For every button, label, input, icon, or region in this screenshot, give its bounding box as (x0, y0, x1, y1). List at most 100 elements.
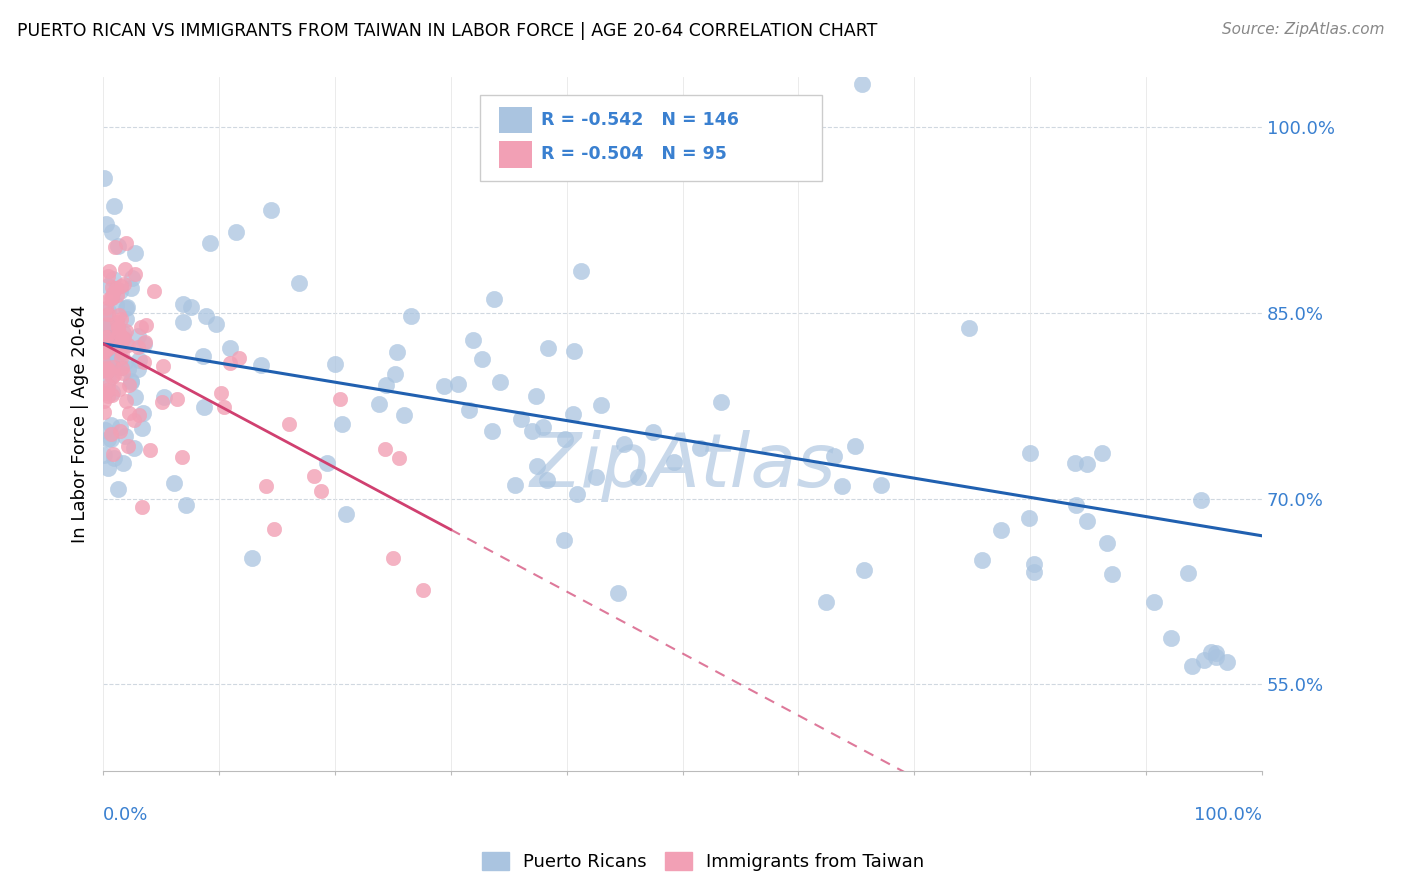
Point (1024, 558, 1046, 572)
Point (96, 330, 118, 344)
Point (103, 335, 125, 350)
Point (122, 442, 145, 456)
Point (111, 346, 134, 360)
Point (101, 272, 124, 286)
Point (531, 420, 554, 434)
Point (1199, 645, 1222, 659)
Y-axis label: In Labor Force | Age 20-64: In Labor Force | Age 20-64 (72, 305, 89, 543)
Point (219, 341, 242, 355)
Point (489, 376, 512, 390)
Point (132, 407, 155, 421)
Point (115, 324, 138, 338)
Point (115, 301, 138, 315)
Point (94, 217, 117, 231)
Point (309, 483, 332, 498)
Point (1191, 493, 1213, 508)
Point (110, 312, 132, 326)
Point (152, 390, 174, 404)
Point (254, 479, 277, 493)
Point (101, 279, 124, 293)
Point (115, 311, 138, 326)
Point (103, 343, 125, 358)
Point (93, 448, 115, 462)
Point (127, 340, 149, 354)
Point (100, 291, 122, 305)
Point (93, 405, 115, 419)
Point (870, 477, 893, 491)
Legend: Puerto Ricans, Immigrants from Taiwan: Puerto Ricans, Immigrants from Taiwan (474, 845, 932, 879)
Point (110, 351, 132, 366)
Point (101, 333, 124, 347)
Point (526, 459, 548, 474)
Point (316, 456, 339, 470)
Point (132, 336, 155, 351)
Point (1177, 566, 1199, 581)
Text: R = -0.542   N = 146: R = -0.542 N = 146 (541, 111, 740, 128)
Point (114, 429, 136, 443)
Point (134, 335, 156, 350)
Point (127, 362, 149, 376)
Point (97, 278, 120, 293)
Point (461, 334, 484, 348)
Point (114, 355, 136, 369)
Point (100, 319, 122, 334)
Point (385, 345, 408, 359)
Point (105, 315, 128, 329)
Point (195, 309, 218, 323)
Point (852, 563, 875, 577)
Point (1205, 650, 1227, 665)
Point (606, 585, 628, 599)
Point (503, 478, 526, 492)
Point (323, 357, 346, 371)
Point (93, 326, 115, 340)
Point (193, 400, 215, 414)
Point (209, 386, 232, 401)
Point (103, 368, 125, 382)
Point (112, 331, 135, 345)
Point (1018, 446, 1040, 460)
Point (121, 271, 143, 285)
Point (93, 320, 115, 334)
Point (260, 203, 283, 218)
Point (1064, 456, 1087, 470)
Point (330, 417, 353, 431)
Point (103, 199, 125, 213)
Point (117, 338, 139, 352)
Point (562, 408, 585, 422)
Point (110, 360, 132, 375)
Text: 0.0%: 0.0% (103, 805, 149, 824)
Point (375, 377, 398, 392)
Point (851, 132, 873, 146)
Point (302, 469, 325, 483)
Bar (499, 141, 531, 168)
Point (458, 403, 481, 417)
Point (481, 424, 503, 438)
Point (114, 338, 136, 352)
Point (135, 318, 157, 333)
Point (96, 361, 118, 376)
Point (115, 301, 138, 315)
Point (1181, 658, 1204, 673)
Point (152, 359, 174, 373)
Point (1018, 510, 1040, 524)
Point (97, 389, 120, 403)
Point (214, 400, 236, 414)
Point (108, 419, 131, 434)
Point (589, 398, 612, 412)
Point (627, 470, 650, 484)
Point (100, 426, 122, 441)
Point (93, 334, 115, 349)
Point (567, 486, 589, 500)
Point (537, 341, 560, 355)
Point (97, 292, 120, 306)
Point (124, 246, 146, 260)
Point (128, 408, 150, 422)
Point (831, 479, 853, 493)
Point (96, 317, 118, 331)
Point (124, 413, 146, 427)
Point (219, 356, 242, 370)
Point (103, 330, 125, 344)
Point (990, 523, 1012, 537)
Point (554, 432, 576, 446)
Point (1091, 446, 1114, 460)
